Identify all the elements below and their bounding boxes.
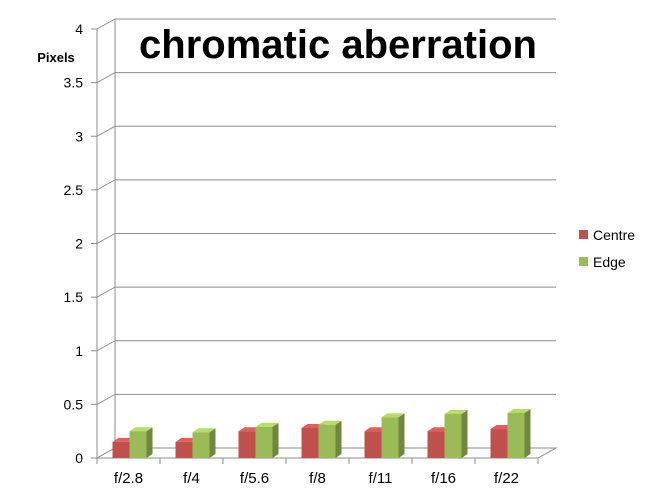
bar-top	[255, 422, 279, 427]
axes	[91, 19, 558, 464]
bar-top	[444, 410, 468, 415]
y-tick-label: 0.5	[64, 396, 84, 412]
bar-edge	[129, 427, 153, 458]
legend-swatch	[579, 257, 588, 266]
bar-side	[461, 410, 468, 458]
x-tick-label: f/8	[309, 470, 326, 487]
legend-swatch	[579, 230, 588, 239]
bar-front	[427, 431, 445, 458]
x-tick-label: f/11	[369, 470, 393, 487]
bar-side	[272, 422, 279, 458]
bars	[112, 408, 531, 458]
y-tick-label: 3.5	[64, 75, 84, 91]
gridline-slant	[96, 393, 116, 405]
bar-edge	[381, 413, 405, 458]
bar-front	[192, 432, 210, 458]
bar-front	[364, 431, 382, 458]
x-tick-label: f/16	[431, 470, 456, 487]
bar-front	[255, 426, 273, 458]
y-tick-labels: 0 0.5 1 1.5 2 2.5 3 3.5 4	[64, 21, 84, 466]
bar-side	[398, 413, 405, 458]
bar-front	[301, 427, 319, 458]
gridline-slant	[96, 286, 116, 298]
chart-title: chromatic aberration	[139, 23, 537, 67]
x-tick-label: f/5.6	[240, 470, 269, 487]
bar-top	[381, 413, 405, 418]
legend: Centre Edge	[579, 227, 635, 270]
y-axis-label: Pixels	[37, 50, 75, 65]
y-tick-label: 0	[75, 450, 83, 466]
bar-front	[318, 424, 336, 458]
gridline-slant	[96, 233, 116, 244]
y-tick-label: 3	[75, 128, 83, 144]
gridline-slant	[96, 72, 116, 84]
bar-top	[318, 420, 342, 425]
bar-edge	[507, 408, 531, 458]
bar-side	[524, 408, 531, 458]
bar-top	[192, 428, 216, 433]
bar-top	[507, 408, 531, 413]
gridlines	[96, 18, 556, 459]
bar-edge	[192, 428, 216, 458]
gridline-slant	[96, 340, 116, 352]
y-tick-label: 2	[75, 236, 83, 252]
y-tick-label: 2.5	[64, 182, 84, 198]
bar-front	[129, 431, 147, 458]
bar-front	[490, 429, 508, 458]
bar-front	[112, 441, 130, 458]
y-tick-label: 1	[75, 343, 83, 359]
x-tick-labels: f/2.8 f/4 f/5.6 f/8 f/11 f/16 f/22	[114, 470, 519, 487]
bar-side	[209, 428, 216, 458]
x-tick-label: f/4	[183, 470, 200, 487]
gridline-slant	[96, 18, 116, 30]
bar-side	[335, 420, 342, 458]
legend-item: Centre	[579, 227, 635, 243]
legend-item: Edge	[579, 254, 626, 270]
legend-label: Edge	[593, 254, 626, 270]
bar-front	[238, 431, 256, 458]
bar-front	[175, 441, 193, 458]
x-tick-label: f/22	[494, 470, 519, 487]
legend-label: Centre	[593, 227, 635, 243]
bar-top	[129, 427, 153, 432]
y-tick-label: 4	[75, 21, 83, 37]
bar-side	[146, 427, 153, 458]
bar-front	[507, 412, 525, 458]
bar-edge	[318, 420, 342, 458]
bar-front	[381, 417, 399, 458]
bar-edge	[444, 410, 468, 458]
gridline-slant	[96, 179, 116, 191]
gridline-slant	[96, 125, 116, 137]
x-tick-label: f/2.8	[114, 470, 143, 487]
y-tick-label: 1.5	[64, 289, 84, 305]
bar-front	[444, 414, 462, 458]
bar-edge	[255, 422, 279, 458]
